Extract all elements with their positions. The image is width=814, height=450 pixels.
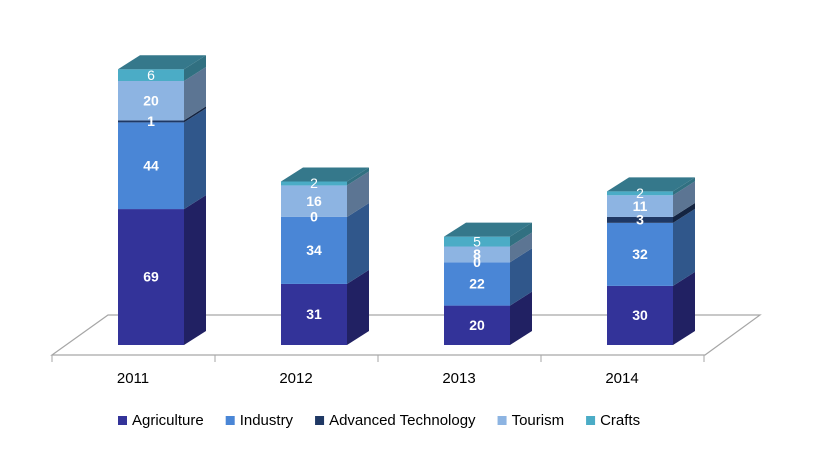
legend-swatch (118, 416, 127, 425)
legend: Agriculture Industry Advanced Technology To… (118, 412, 640, 429)
legend-swatch (315, 416, 325, 425)
value-label: 16 (306, 193, 322, 209)
bar-side (347, 171, 369, 217)
bar-side (184, 106, 206, 123)
value-label: 22 (469, 276, 485, 292)
bar-side (510, 222, 532, 247)
bar-top (281, 167, 369, 182)
value-label: 44 (143, 157, 159, 173)
value-label: 0 (473, 254, 481, 270)
x-tick-label: 2014 (605, 370, 638, 387)
bar-side (184, 108, 206, 210)
value-label: 3 (636, 212, 644, 228)
bar-side (510, 291, 532, 345)
bar-side (184, 195, 206, 345)
bar-side (510, 232, 532, 263)
bar-side (673, 208, 695, 286)
value-label: 2 (310, 175, 318, 191)
legend-label: Tourism (512, 412, 565, 429)
bar-segment (607, 285, 673, 345)
bar-segment (118, 209, 184, 345)
bar-segment (444, 262, 510, 306)
bar-top (118, 55, 206, 70)
bar-top (607, 177, 695, 192)
x-tick-label: 2012 (279, 370, 312, 387)
bar-segment (118, 81, 184, 121)
bar-side (673, 181, 695, 217)
bar-side (347, 269, 369, 345)
bar-side (184, 67, 206, 121)
bar-segment (444, 305, 510, 345)
bar-segment (281, 283, 347, 345)
bar-segment (444, 236, 510, 247)
bar-side (347, 202, 369, 284)
value-label: 20 (469, 317, 485, 333)
x-tick-label: 2011 (117, 370, 149, 387)
bar-segment (607, 222, 673, 286)
bar-segment (281, 216, 347, 284)
value-label: 11 (633, 198, 648, 214)
bar-side (673, 177, 695, 196)
value-label: 32 (632, 246, 648, 262)
value-label: 0 (310, 209, 318, 225)
value-label: 1 (147, 113, 155, 129)
legend-swatch (497, 416, 507, 425)
bar-segment (118, 120, 184, 123)
legend-label: Agriculture (132, 412, 204, 429)
legend-label: Industry (240, 412, 294, 429)
bar-segment (281, 185, 347, 217)
bar-segment (607, 195, 673, 217)
bar-segment (607, 216, 673, 223)
value-label: 31 (306, 306, 322, 322)
bar-side (673, 271, 695, 345)
floor (50, 314, 762, 356)
bar-segment (444, 246, 510, 263)
bar-side (184, 55, 206, 82)
value-label: 5 (473, 233, 481, 249)
legend-swatch (586, 416, 596, 425)
bar-segment (281, 181, 347, 186)
bar-segment (118, 69, 184, 82)
legend-swatch (225, 416, 235, 425)
value-label: 8 (473, 246, 481, 262)
value-label: 6 (147, 67, 155, 83)
value-label: 69 (143, 269, 159, 285)
bar-segment (607, 191, 673, 196)
bar-side (673, 202, 695, 223)
value-label: 30 (632, 307, 648, 323)
legend-label: Advanced Technology (329, 412, 476, 429)
bar-top (444, 222, 532, 237)
bar-side (347, 167, 369, 186)
value-label: 2 (636, 185, 644, 201)
value-label: 34 (306, 242, 322, 258)
bar-side (510, 248, 532, 306)
value-label: 20 (143, 92, 159, 108)
legend-label: Crafts (600, 412, 640, 429)
x-tick-label: 2013 (442, 370, 475, 387)
bar-segment (118, 122, 184, 210)
